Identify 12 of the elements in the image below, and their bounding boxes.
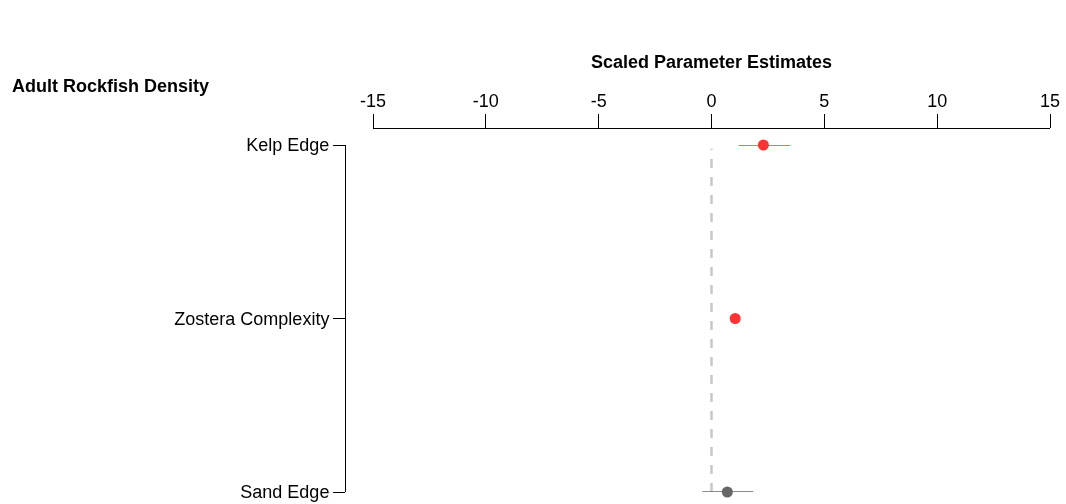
x-tick-label: 15: [1039, 90, 1061, 111]
x-tick-label: 10: [927, 90, 948, 111]
y-tick-label: Zostera Complexity: [174, 308, 330, 329]
x-tick-label: -15: [359, 90, 387, 111]
y-axis-title: Adult Rockfish Density: [12, 76, 210, 96]
x-axis-title: Scaled Parameter Estimates: [590, 52, 833, 72]
x-tick-label: 0: [706, 90, 717, 111]
y-tick-label: Sand Edge: [240, 482, 330, 503]
x-tick-label: 5: [819, 90, 830, 111]
y-tick-label: Kelp Edge: [246, 135, 330, 156]
x-tick-label: -10: [472, 90, 499, 111]
x-tick-label: -5: [590, 90, 607, 111]
